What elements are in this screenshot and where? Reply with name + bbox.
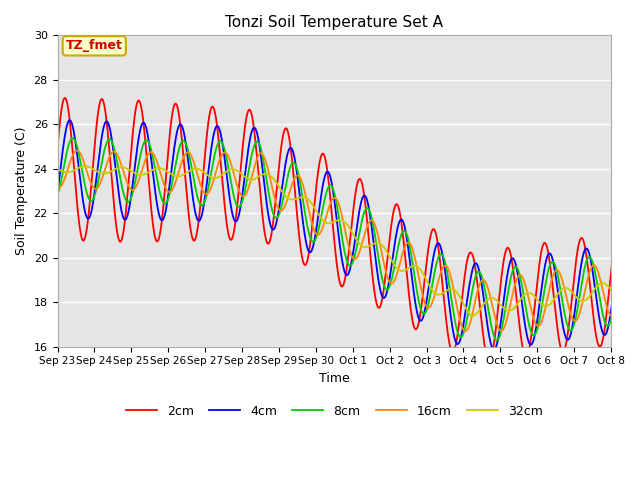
16cm (232, 179, 240, 185)
4cm (448, 319, 456, 325)
2cm (54, 144, 61, 150)
32cm (448, 286, 456, 292)
8cm (493, 337, 501, 343)
2cm (284, 128, 291, 134)
32cm (468, 313, 476, 319)
4cm (415, 315, 422, 321)
32cm (81, 163, 89, 169)
8cm (69, 135, 77, 141)
16cm (54, 184, 61, 190)
2cm (232, 213, 240, 219)
16cm (461, 328, 469, 334)
32cm (54, 166, 61, 172)
8cm (54, 192, 61, 198)
2cm (448, 348, 456, 354)
Line: 4cm: 4cm (58, 120, 640, 349)
X-axis label: Time: Time (319, 372, 349, 385)
16cm (124, 181, 131, 187)
4cm (124, 213, 131, 218)
8cm (448, 298, 456, 303)
2cm (262, 234, 269, 240)
16cm (448, 277, 456, 283)
4cm (66, 117, 74, 123)
4cm (262, 191, 269, 196)
32cm (262, 171, 269, 177)
2cm (124, 191, 131, 196)
Line: 2cm: 2cm (58, 98, 640, 361)
32cm (124, 166, 131, 172)
2cm (61, 95, 69, 101)
8cm (262, 169, 269, 175)
Legend: 2cm, 4cm, 8cm, 16cm, 32cm: 2cm, 4cm, 8cm, 16cm, 32cm (121, 400, 548, 423)
Title: Tonzi Soil Temperature Set A: Tonzi Soil Temperature Set A (225, 15, 444, 30)
8cm (124, 199, 131, 205)
8cm (284, 174, 291, 180)
32cm (415, 264, 422, 270)
16cm (262, 157, 269, 163)
8cm (232, 201, 240, 206)
16cm (415, 273, 422, 278)
4cm (54, 190, 61, 195)
4cm (232, 218, 240, 224)
4cm (284, 150, 291, 156)
4cm (490, 347, 498, 352)
8cm (415, 297, 422, 303)
16cm (73, 148, 81, 154)
Line: 32cm: 32cm (58, 166, 640, 316)
2cm (486, 359, 493, 364)
Line: 16cm: 16cm (58, 151, 640, 331)
16cm (284, 195, 291, 201)
32cm (284, 195, 291, 201)
Text: TZ_fmet: TZ_fmet (66, 39, 123, 52)
Y-axis label: Soil Temperature (C): Soil Temperature (C) (15, 127, 28, 255)
2cm (415, 321, 422, 326)
Line: 8cm: 8cm (58, 138, 640, 340)
32cm (232, 167, 240, 173)
